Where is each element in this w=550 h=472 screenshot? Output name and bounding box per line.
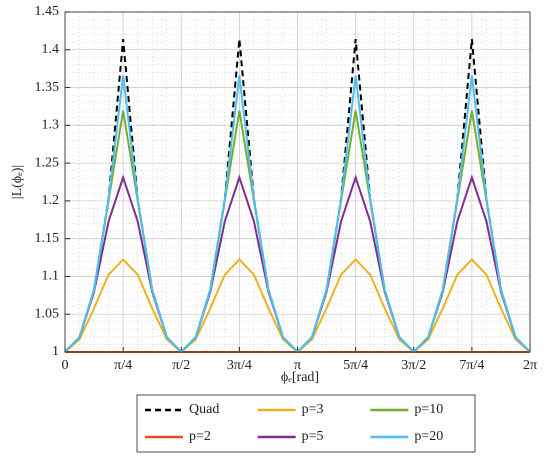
- legend-label: p=2: [189, 429, 211, 444]
- x-tick-label: 3π/4: [227, 358, 252, 373]
- legend-label: Quad: [189, 402, 219, 417]
- x-tick-label: 3π/2: [401, 358, 426, 373]
- legend-label: p=10: [414, 402, 443, 417]
- x-axis-label: ϕₑ[rad]: [281, 370, 319, 385]
- x-tick-label: 2π: [523, 358, 537, 373]
- y-tick-label: 1.35: [35, 80, 60, 95]
- y-axis-label: |L(ϕₑ)|: [10, 165, 25, 199]
- y-tick-label: 1.25: [35, 155, 60, 170]
- y-tick-label: 1.45: [35, 4, 60, 19]
- x-tick-label: 7π/4: [459, 358, 484, 373]
- y-tick-label: 1.2: [42, 193, 60, 208]
- x-tick-label: 5π/4: [343, 358, 368, 373]
- y-tick-label: 1.1: [42, 269, 60, 284]
- legend-box: [136, 394, 476, 453]
- y-tick-label: 1.4: [42, 42, 60, 57]
- y-tick-label: 1.05: [35, 306, 60, 321]
- x-tick-label: 0: [62, 358, 69, 373]
- y-tick-label: 1: [52, 344, 59, 359]
- x-tick-label: π/2: [172, 358, 190, 373]
- legend-label: p=5: [302, 429, 324, 444]
- x-tick-label: π: [294, 358, 301, 373]
- y-tick-label: 1.15: [35, 231, 60, 246]
- plot-frame: [64, 11, 531, 353]
- legend-label: p=3: [302, 402, 324, 417]
- x-tick-label: π/4: [114, 358, 132, 373]
- legend-label: p=20: [414, 429, 443, 444]
- y-tick-label: 1.3: [42, 118, 60, 133]
